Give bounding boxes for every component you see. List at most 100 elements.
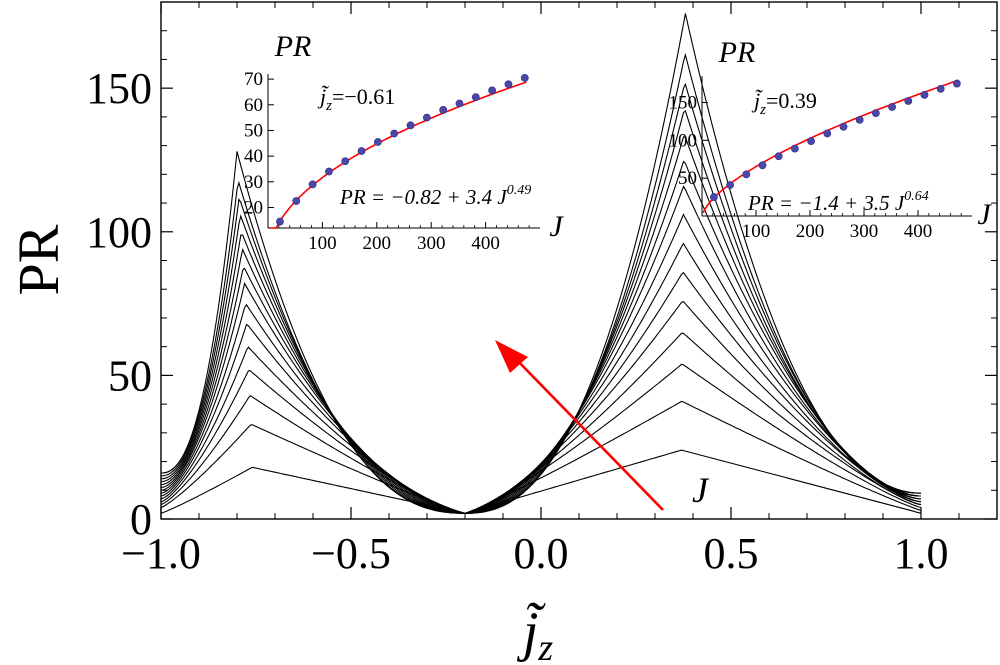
inset-y-tick-label: 60 xyxy=(244,95,263,116)
inset-data-point xyxy=(373,138,382,146)
inset-left: PR 100 200 300 400 20 30 40 50 60 70 j̃z=−0.61 PR… xyxy=(244,30,564,254)
inset-left-param-sub: z xyxy=(325,98,332,114)
inset-right-fit-prefix: PR = −1.4 + 3.5 J xyxy=(747,191,906,215)
inset-right-fit-exponent: 0.64 xyxy=(904,189,929,204)
pr-curve-series xyxy=(161,13,921,514)
inset-data-point xyxy=(790,144,799,153)
pr-curve-series xyxy=(160,109,921,514)
inset-data-point xyxy=(471,93,480,101)
inset-x-tick-label: 300 xyxy=(850,221,879,242)
y-tick-label: 100 xyxy=(86,208,152,257)
inset-data-point xyxy=(952,79,961,88)
inset-right-title: PR xyxy=(718,36,756,69)
pr-curve-series xyxy=(160,271,922,514)
inset-data-point xyxy=(871,109,880,117)
increasing-j-arrow xyxy=(495,340,664,511)
arrow-shaft xyxy=(511,354,664,511)
inset-data-point xyxy=(504,80,513,89)
x-tick-label: 0.5 xyxy=(704,529,759,578)
inset-data-point xyxy=(341,157,350,166)
inset-left-fit-prefix: PR = −0.82 + 3.4 J xyxy=(339,185,508,209)
arrow-head xyxy=(495,340,528,373)
inset-data-point xyxy=(357,147,366,155)
arrow-label: J xyxy=(692,470,710,510)
inset-x-tick-label: 200 xyxy=(363,233,392,254)
x-axis-label: j̃z xyxy=(517,601,554,665)
x-tick-label: −0.5 xyxy=(311,529,391,578)
inset-data-point xyxy=(439,106,448,114)
inset-right-x-label: J xyxy=(977,198,992,231)
inset-left-param: j̃z=−0.61 xyxy=(317,84,395,114)
y-axis-label: PR xyxy=(6,224,71,295)
inset-right-points xyxy=(709,79,961,201)
inset-x-tick-label: 300 xyxy=(417,233,446,254)
x-tick-label: 0.0 xyxy=(514,529,569,578)
inset-y-tick-label: 30 xyxy=(244,172,263,193)
inset-y-tick-label: 70 xyxy=(244,69,263,90)
inset-right: PR 100 200 300 400 50 100 150 j̃z=0.39 PR = −1… xyxy=(669,36,993,242)
inset-data-point xyxy=(406,121,415,130)
inset-left-fit-exponent: 0.49 xyxy=(507,183,532,198)
inset-data-point xyxy=(520,73,529,82)
inset-y-tick-label: 150 xyxy=(669,92,698,113)
pr-curve-series xyxy=(160,82,921,514)
plot-frame xyxy=(160,1,998,520)
pr-curve-series xyxy=(160,136,921,514)
inset-left-param-value: =−0.61 xyxy=(332,84,395,109)
inset-data-point xyxy=(936,84,945,93)
y-tick-label: 150 xyxy=(86,64,152,113)
inset-data-point xyxy=(904,97,913,105)
inset-y-tick-label: 20 xyxy=(244,197,263,218)
inset-left-ticks: 100 200 300 400 20 30 40 50 60 70 xyxy=(244,69,540,254)
inset-data-point xyxy=(920,91,929,99)
inset-y-tick-label: 100 xyxy=(669,130,698,151)
inset-data-point xyxy=(758,161,767,170)
x-tick-label: 1.0 xyxy=(894,529,949,578)
y-tick-label: 0 xyxy=(130,495,152,544)
inset-x-tick-label: 400 xyxy=(471,233,500,254)
inset-data-point xyxy=(823,129,832,138)
inset-data-point xyxy=(855,115,864,124)
inset-x-tick-label: 100 xyxy=(308,233,337,254)
pr-curve-series xyxy=(160,400,922,514)
inset-data-point xyxy=(709,193,718,201)
inset-right-param: j̃z=0.39 xyxy=(751,88,817,118)
inset-data-point xyxy=(325,167,333,176)
inset-data-point xyxy=(726,181,734,189)
inset-y-tick-label: 50 xyxy=(678,168,697,189)
inset-data-point xyxy=(390,129,399,138)
inset-y-tick-label: 40 xyxy=(244,146,263,167)
x-tick-label: −1.0 xyxy=(121,529,201,578)
x-axis-label-sub: z xyxy=(537,627,553,665)
inset-right-param-value: =0.39 xyxy=(766,88,817,113)
inset-left-fit-formula: PR = −0.82 + 3.4 J0.49 xyxy=(339,183,531,209)
pr-curve-series xyxy=(160,185,922,514)
inset-left-x-label: J xyxy=(549,210,564,243)
pr-curve-series xyxy=(161,52,921,514)
inset-data-point xyxy=(774,152,783,161)
inset-left-title: PR xyxy=(274,30,312,63)
inset-data-point xyxy=(455,99,464,108)
inset-data-point xyxy=(807,137,815,145)
pr-curve-family xyxy=(160,13,922,514)
inset-data-point xyxy=(888,103,896,111)
pr-curve-series xyxy=(160,449,922,514)
inset-x-tick-label: 200 xyxy=(796,221,825,242)
inset-right-fit-formula: PR = −1.4 + 3.5 J0.64 xyxy=(747,189,929,215)
pr-curve-series xyxy=(160,332,922,514)
pr-curve-series xyxy=(160,160,921,514)
inset-x-tick-label: 100 xyxy=(742,221,771,242)
inset-right-param-sub: z xyxy=(759,102,766,118)
inset-x-tick-label: 400 xyxy=(904,221,933,242)
inset-data-point xyxy=(276,217,284,226)
inset-data-point xyxy=(422,113,431,122)
y-tick-label: 50 xyxy=(108,351,152,400)
inset-data-point xyxy=(292,197,301,205)
inset-data-point xyxy=(839,122,848,131)
inset-data-point xyxy=(308,180,317,189)
main-axis-ticks: −1.0 −0.5 0.0 0.5 1.0 0 50 100 150 xyxy=(86,2,998,578)
inset-data-point xyxy=(742,170,751,179)
inset-data-point xyxy=(488,86,497,95)
inset-left-points xyxy=(276,73,529,226)
